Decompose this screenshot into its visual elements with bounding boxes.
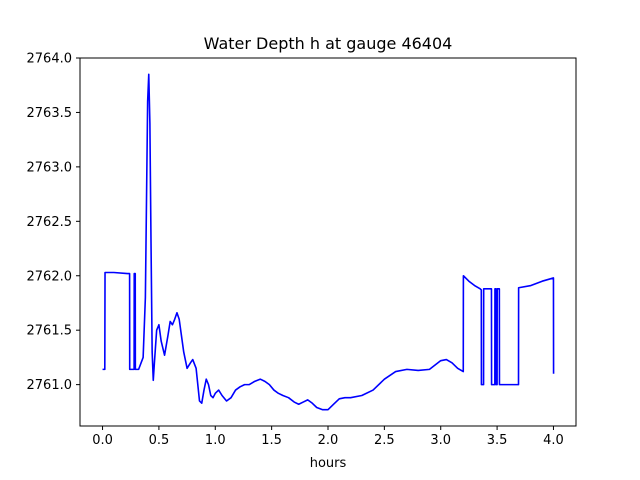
x-axis-label: hours (310, 456, 347, 471)
plot-area (80, 58, 576, 426)
x-tick-label: 3.0 (430, 433, 451, 448)
x-tick-label: 2.5 (374, 433, 395, 448)
y-tick-label: 2763.5 (27, 106, 73, 121)
plot-frame (79, 57, 577, 427)
y-tick-label: 2763.0 (27, 160, 73, 175)
x-tick-label: 2.0 (318, 433, 339, 448)
y-tick-label: 2761.0 (27, 378, 73, 393)
x-tick-label: 3.5 (487, 433, 508, 448)
x-tick-label: 4.0 (543, 433, 564, 448)
y-tick-label: 2761.5 (27, 324, 73, 339)
x-tick-label: 1.5 (261, 433, 282, 448)
x-tick-label: 0.5 (149, 433, 170, 448)
series-line-0 (102, 73, 555, 411)
x-tick-label: 1.0 (205, 433, 226, 448)
y-tick-label: 2762.5 (27, 215, 73, 230)
chart-title: Water Depth h at gauge 46404 (204, 34, 453, 53)
y-tick-label: 2762.0 (27, 269, 73, 284)
x-tick-label: 0.0 (92, 433, 113, 448)
y-tick-label: 2764.0 (27, 52, 73, 67)
